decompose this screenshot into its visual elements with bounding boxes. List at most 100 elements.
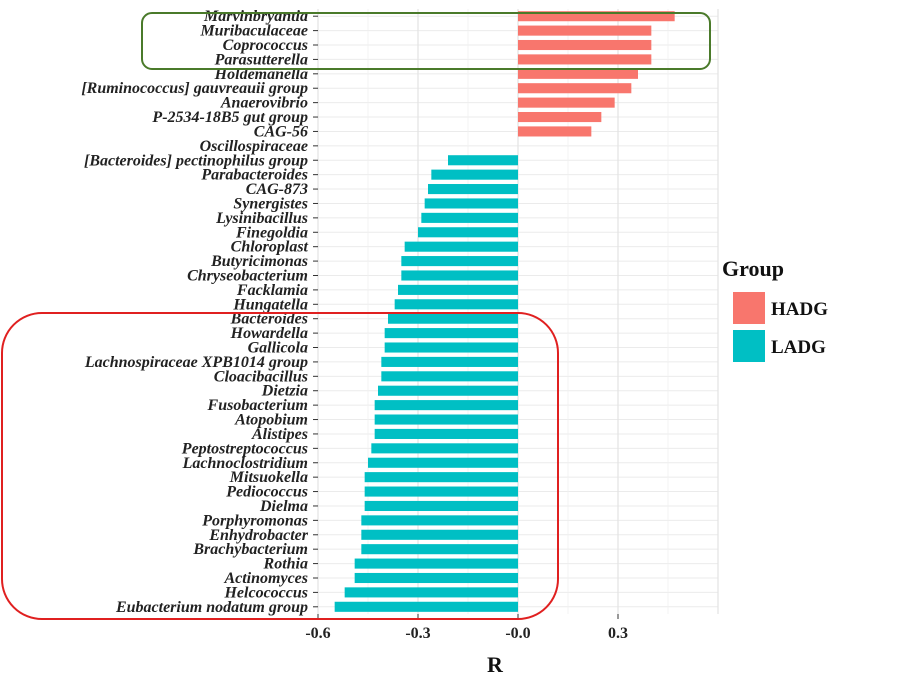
category-label: Enhydrobacter [208,527,308,544]
bar [418,227,518,238]
category-label: Actinomyces [223,570,308,587]
highlight-box [1,312,559,620]
category-label: Coprococcus [223,37,308,54]
bar [424,198,518,209]
category-label: Peptostreptococcus [181,440,308,457]
legend-title: Group [722,256,784,281]
category-label: CAG-56 [254,123,308,140]
x-axis-title: R [487,652,504,677]
category-label: Brachybacterium [192,541,308,558]
grid-lines [317,9,719,614]
bar [354,572,518,584]
bar [361,529,518,540]
category-label: Alistipes [251,426,308,443]
category-label: Synergistes [233,195,308,212]
category-label: Gallicola [248,340,308,357]
category-label: Lachnospiraceae XPB1014 group [84,354,308,371]
category-label: Finegoldia [235,224,308,241]
bar [354,558,518,569]
x-tick-label: 0.3 [608,625,628,642]
category-label: Bacteroides [230,311,308,328]
bar [398,284,518,295]
bars [334,11,675,612]
bar [401,256,518,267]
category-label: Atopobium [234,412,308,429]
category-label: Helcococcus [223,584,308,601]
category-label: Eubacterium nodatum group [115,599,308,616]
bar [518,25,652,36]
category-label: Parasutterella [214,51,308,68]
category-label: Butyricimonas [210,253,308,270]
bar [334,601,518,612]
bar [401,270,518,281]
category-label: Muribaculaceae [199,23,308,40]
category-label: Porphyromonas [201,512,308,529]
category-label: Chloroplast [231,239,309,256]
legend-label: LADG [771,337,826,358]
category-label: Pediococcus [225,484,308,501]
bar [518,97,615,108]
bar [518,83,632,94]
bar [374,400,518,411]
legend-swatch [733,330,765,362]
bar [394,299,518,310]
bar [388,313,518,324]
x-tick-label: -0.6 [305,625,330,642]
bar [518,11,675,22]
bar [518,54,652,65]
bar [381,356,518,367]
bar [428,184,518,195]
legend: Group HADG LADG [722,256,828,362]
bar [384,328,518,339]
bar [364,500,518,512]
bar [518,126,592,137]
bar [384,342,518,353]
category-label: CAG-873 [246,181,308,198]
highlight-box [141,12,711,70]
bar [371,443,518,454]
category-label: Facklamia [236,282,308,299]
legend-label: HADG [771,299,828,320]
category-label: Dietzia [261,383,308,400]
bar [344,587,518,598]
category-label: Lachnoclostridium [182,455,308,472]
bar [421,212,518,223]
category-label: Cloacibacillus [214,368,308,385]
category-label: Hungatella [232,296,308,313]
bar [431,169,518,180]
category-label: Anaerovibrio [220,95,308,112]
bar [374,414,518,425]
category-labels: MarvinbryantiaMuribaculaceaeCoprococcusP… [81,8,318,616]
x-tick-label: -0.0 [505,625,530,642]
highlight-boxes [1,12,711,620]
bar [364,486,518,497]
category-label: Fusobacterium [207,397,308,414]
category-label: Mitsuokella [229,469,308,486]
bar [361,544,518,555]
category-label: Holdemanella [214,66,308,83]
bar [374,428,518,439]
category-label: P-2534-18B5 gut group [151,109,308,126]
bar [518,39,652,51]
bar [518,68,638,79]
bar [368,457,518,468]
bar [361,515,518,526]
bar [381,371,518,382]
bar [518,111,602,123]
bar [378,385,518,396]
category-label: Oscillospiraceae [200,138,308,155]
category-label: Rothia [263,556,308,573]
x-tick-label: -0.3 [405,625,430,642]
bar [364,472,518,483]
category-label: [Bacteroides] pectinophilus group [84,152,308,169]
x-axis-ticks: -0.6 -0.3 -0.0 0.3 [305,614,628,642]
category-label: [Ruminococcus] gauvreauii group [81,80,308,97]
category-label: Parabacteroides [200,167,308,184]
category-label: Chryseobacterium [187,267,308,284]
category-label: Howardella [230,325,308,342]
bar [448,155,518,166]
legend-swatch [733,292,765,324]
category-label: Lysinibacillus [215,210,308,227]
category-label: Dielma [259,498,308,515]
